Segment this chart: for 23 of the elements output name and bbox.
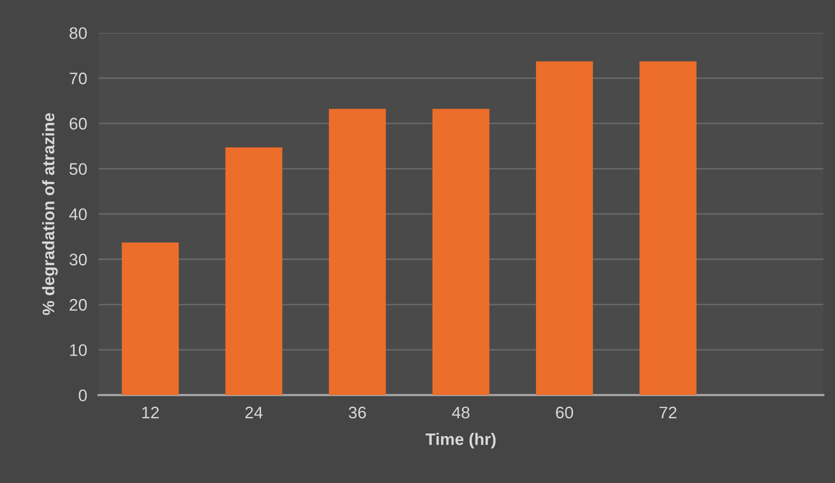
x-axis-title: Time (hr): [426, 432, 496, 448]
y-tick-label: 20: [70, 298, 87, 311]
y-tick-label: 40: [69, 208, 87, 220]
bar: [225, 147, 282, 396]
y-tick-label: 0: [78, 389, 87, 402]
y-tick-label: 70: [70, 72, 87, 84]
bar: [328, 108, 386, 396]
x-tick-label: 60: [556, 406, 574, 418]
x-tick-label: 24: [245, 406, 263, 418]
x-tick-label: 72: [660, 406, 676, 418]
x-tick-label: 12: [142, 406, 159, 418]
x-tick-label: 48: [452, 406, 470, 418]
y-tick-label: 80: [70, 27, 87, 40]
bar: [640, 61, 696, 396]
x-tick-label: 36: [348, 406, 366, 418]
y-tick-label: 50: [70, 163, 87, 175]
y-tick-label: 10: [70, 344, 87, 356]
bar: [536, 61, 593, 396]
y-axis-title: % degradation of atrazine: [42, 113, 58, 315]
bar: [432, 108, 490, 396]
y-tick-label: 60: [70, 118, 87, 130]
y-tick-label: 30: [70, 254, 87, 266]
bar: [122, 242, 179, 396]
